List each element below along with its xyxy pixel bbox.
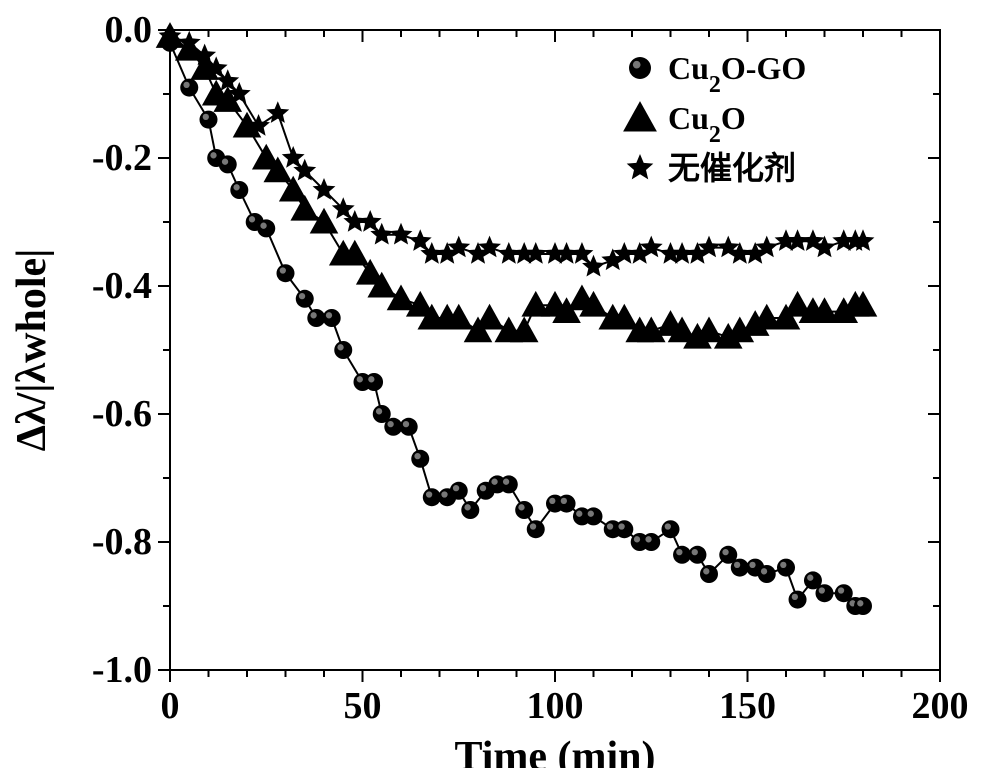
chart-container: 0 50 100 150 200 -1.0 -0.8 -0.6 -0.4 -0.2 0.0 Time … [0, 0, 1000, 768]
svg-text:150: 150 [719, 685, 776, 727]
svg-text:50: 50 [344, 685, 382, 727]
svg-text:-0.2: -0.2 [92, 137, 152, 179]
svg-text:0.0: 0.0 [105, 9, 153, 51]
svg-text:100: 100 [527, 685, 584, 727]
legend-item-Cu2O: Cu2O [623, 100, 746, 148]
x-axis-title: Time (min) [454, 734, 655, 768]
y-axis-title: Δλ/|λwhole| [9, 249, 55, 452]
svg-text:200: 200 [912, 685, 969, 727]
svg-text:-0.4: -0.4 [92, 265, 152, 307]
svg-text:-0.8: -0.8 [92, 521, 152, 563]
svg-text:0: 0 [161, 685, 180, 727]
legend-item-Cu2O-GO: Cu2O-GO [629, 50, 806, 98]
svg-text:无催化剂: 无催化剂 [668, 150, 796, 186]
chart-svg: 0 50 100 150 200 -1.0 -0.8 -0.6 -0.4 -0.2 0.0 Time … [0, 0, 1000, 768]
svg-text:-0.6: -0.6 [92, 393, 152, 435]
svg-text:-1.0: -1.0 [92, 649, 152, 691]
legend-item-no-catalyst: 无催化剂 [627, 150, 796, 186]
svg-text:Cu2O: Cu2O [668, 100, 746, 148]
svg-text:Cu2O-GO: Cu2O-GO [668, 50, 806, 98]
